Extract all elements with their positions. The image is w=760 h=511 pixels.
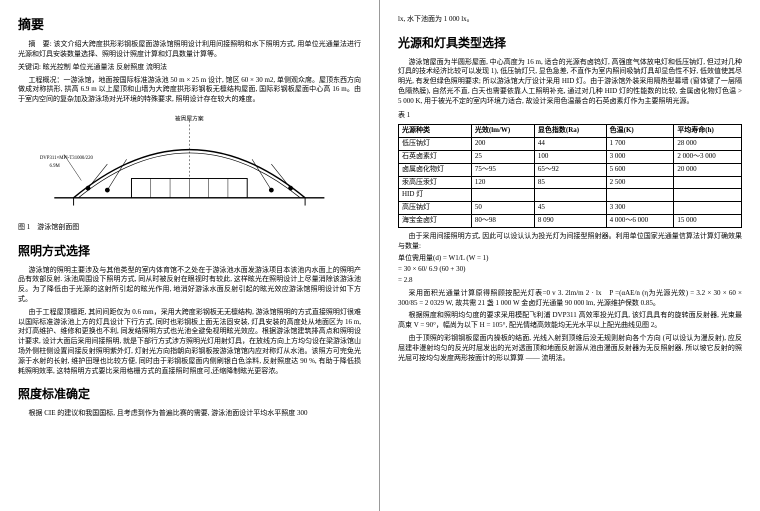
table-row: 卤属卤化物灯75～9565～925 60020 000 bbox=[399, 163, 742, 176]
source-heading: 光源和灯具类型选择 bbox=[398, 35, 742, 52]
table-cell: 4 000～6 000 bbox=[606, 214, 674, 227]
table-cell bbox=[534, 189, 606, 202]
table-cell: 28 000 bbox=[674, 138, 742, 151]
table-cell: 海宝金卤灯 bbox=[399, 214, 472, 227]
table-cell: 卤属卤化物灯 bbox=[399, 163, 472, 176]
abstract-keywords: 关键词: 眩光控制 单位光通量法 反射照度 流明法 bbox=[18, 63, 361, 73]
table-cell: 80～98 bbox=[471, 214, 534, 227]
table-cell bbox=[606, 189, 674, 202]
table-cell bbox=[674, 189, 742, 202]
table-row: HID 灯 bbox=[399, 189, 742, 202]
figure-caption: 图 1 游泳馆剖面图 bbox=[18, 223, 361, 233]
table-cell: 高压钠灯 bbox=[399, 202, 472, 215]
table-cell: 8 090 bbox=[534, 214, 606, 227]
table-cell: 5 600 bbox=[606, 163, 674, 176]
table-label: 表 1 bbox=[398, 111, 742, 121]
table-cell: 44 bbox=[534, 138, 606, 151]
abstract-heading: 摘要 bbox=[18, 16, 361, 34]
table-row: 海宝金卤灯80～988 0904 000～6 00015 000 bbox=[399, 214, 742, 227]
table-header: 平均寿命(h) bbox=[674, 125, 742, 138]
table-row: 汞高压汞灯120852 500 bbox=[399, 176, 742, 189]
calc-p2: 采用面积光通量计算原得照顾按配光灯表=0 v 3. 2lm/m 2 · lx P… bbox=[398, 289, 742, 309]
table-cell: 2 500 bbox=[606, 176, 674, 189]
table-cell: 100 bbox=[534, 150, 606, 163]
eq2: = 30 × 60/ 6.9 (60 + 30) bbox=[398, 265, 742, 275]
table-header: 光效(lm/W) bbox=[471, 125, 534, 138]
light-source-table: 光源种类光效(lm/W)显色指数(Ra)色温(K)平均寿命(h) 低压钠灯200… bbox=[398, 124, 742, 227]
table-cell: 65～92 bbox=[534, 163, 606, 176]
table-header: 色温(K) bbox=[606, 125, 674, 138]
calc-intro: 由于采用间接照明方式, 因此可以设认认为投光灯为间接型照射器。利用单位国家光通量… bbox=[398, 232, 742, 252]
lighting-p1: 游泳馆的照明主要涉及与其他类型的室内体育馆不之处在于游泳池水面发游泳项目本该池内… bbox=[18, 266, 361, 305]
table-cell: 石英卤素灯 bbox=[399, 150, 472, 163]
table-cell: 120 bbox=[471, 176, 534, 189]
table-cell: 15 000 bbox=[674, 214, 742, 227]
right-column: lx, 水下池面为 1 000 lx。 光源和灯具类型选择 游泳馆屋面为半圆形屋… bbox=[380, 0, 760, 511]
table-header: 光源种类 bbox=[399, 125, 472, 138]
table-cell bbox=[471, 189, 534, 202]
abstract-text-1: 摘 要: 该文介绍大跨度拱形彩钢板屋面游泳馆照明设计利用间接照明和水下照明方式,… bbox=[18, 40, 361, 60]
table-cell: 汞高压汞灯 bbox=[399, 176, 472, 189]
lighting-heading: 照明方式选择 bbox=[18, 243, 361, 260]
table-cell bbox=[674, 202, 742, 215]
source-p1: 游泳馆屋面为半圆形屋面, 中心高度为 16 m, 适合的光源有卤钨灯, 高强度气… bbox=[398, 58, 742, 107]
project-overview: 工程概况：一游泳馆，地面按国际标准游泳池 50 m × 25 m 设计, 馆区 … bbox=[18, 76, 361, 105]
table-cell: 50 bbox=[471, 202, 534, 215]
calc-p4: 由于顶照的彩钢钢板屋面内操板的结面, 光线入射到顶维后没无规则射向各个方向 (可… bbox=[398, 334, 742, 363]
table-cell: 200 bbox=[471, 138, 534, 151]
table-cell bbox=[674, 176, 742, 189]
table-cell: 20 000 bbox=[674, 163, 742, 176]
table-row: 石英卤素灯251003 0002 000～3 000 bbox=[399, 150, 742, 163]
table-cell: 低压钠灯 bbox=[399, 138, 472, 151]
eq1: 单位需用量(d) = W1/L (W = 1) bbox=[398, 254, 742, 264]
fig-label-top: 被周屋方案 bbox=[175, 115, 204, 123]
table-row: 低压钠灯200441 70028 000 bbox=[399, 138, 742, 151]
table-cell: HID 灯 bbox=[399, 189, 472, 202]
table-cell: 25 bbox=[471, 150, 534, 163]
table-cell: 2 000～3 000 bbox=[674, 150, 742, 163]
left-column: 摘要 摘 要: 该文介绍大跨度拱形彩钢板屋面游泳馆照明设计利用间接照明和水下照明… bbox=[0, 0, 380, 511]
lighting-p2: 由于工程屋顶檩距, 其间间距仅为 0.6 mm，采用大跨度彩钢板无无檩结构, 游… bbox=[18, 308, 361, 377]
table-cell: 3 300 bbox=[606, 202, 674, 215]
table-cell: 75～95 bbox=[471, 163, 534, 176]
fig-label-h: 6.9M bbox=[50, 164, 61, 169]
standard-heading: 照度标准确定 bbox=[18, 386, 361, 403]
table-cell: 1 700 bbox=[606, 138, 674, 151]
cross-section-figure: 被周屋方案 DVP311×MPI-T31000/220 6.9M bbox=[35, 111, 344, 217]
table-header: 显色指数(Ra) bbox=[534, 125, 606, 138]
calc-p3: 根据照度和照明均匀度的要求采用模配飞利浦 DVP311 高效率投光灯具, 该灯具… bbox=[398, 311, 742, 331]
table-cell: 45 bbox=[534, 202, 606, 215]
top-continuation: lx, 水下池面为 1 000 lx。 bbox=[398, 15, 742, 25]
table-cell: 3 000 bbox=[606, 150, 674, 163]
standard-p: 根据 CIE 的建议和我国国标, 且考虑到作为普遍比赛的需要, 游泳池面设计平均… bbox=[18, 409, 361, 419]
table-cell: 85 bbox=[534, 176, 606, 189]
eq3: = 2.8 bbox=[398, 276, 742, 286]
table-row: 高压钠灯50453 300 bbox=[399, 202, 742, 215]
